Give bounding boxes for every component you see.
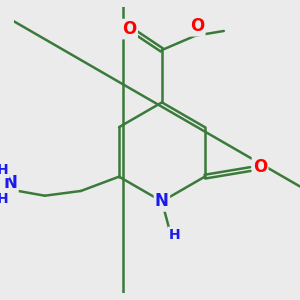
Text: O: O	[190, 17, 204, 35]
Text: O: O	[253, 158, 267, 176]
Text: H: H	[169, 228, 180, 242]
Text: H: H	[0, 163, 9, 177]
Text: N: N	[155, 192, 169, 210]
Text: N: N	[4, 174, 17, 192]
Text: H: H	[0, 192, 9, 206]
Text: O: O	[122, 20, 137, 38]
